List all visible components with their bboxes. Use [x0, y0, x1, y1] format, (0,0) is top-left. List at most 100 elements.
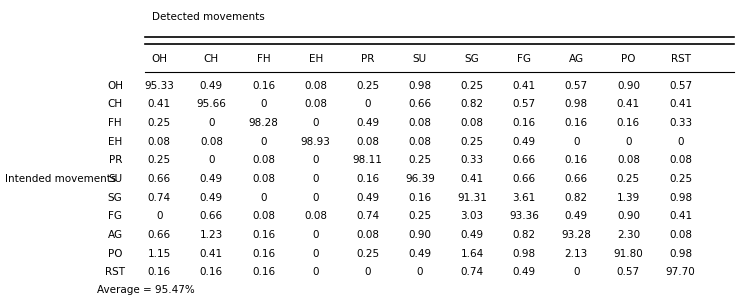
- Text: 0: 0: [260, 137, 267, 147]
- Text: SG: SG: [108, 193, 122, 203]
- Text: 95.66: 95.66: [197, 100, 226, 109]
- Text: 0: 0: [625, 137, 632, 147]
- Text: 98.11: 98.11: [353, 155, 383, 165]
- Text: RST: RST: [105, 267, 125, 277]
- Text: 0.16: 0.16: [565, 118, 588, 128]
- Text: 0.08: 0.08: [252, 174, 275, 184]
- Text: 0.66: 0.66: [408, 100, 431, 109]
- Text: 0.16: 0.16: [252, 81, 275, 91]
- Text: 0: 0: [208, 118, 214, 128]
- Text: 0.49: 0.49: [200, 174, 223, 184]
- Text: 2.13: 2.13: [565, 249, 588, 259]
- Text: 0.25: 0.25: [669, 174, 692, 184]
- Text: AG: AG: [108, 230, 123, 240]
- Text: 1.15: 1.15: [147, 249, 171, 259]
- Text: 0: 0: [312, 267, 319, 277]
- Text: 0.49: 0.49: [513, 137, 536, 147]
- Text: 91.31: 91.31: [457, 193, 487, 203]
- Text: 0: 0: [312, 249, 319, 259]
- Text: 0: 0: [365, 100, 371, 109]
- Text: 98.28: 98.28: [248, 118, 279, 128]
- Text: SU: SU: [108, 174, 122, 184]
- Text: 0.08: 0.08: [617, 155, 640, 165]
- Text: 0.25: 0.25: [461, 81, 483, 91]
- Text: Average = 95.47%: Average = 95.47%: [97, 285, 195, 295]
- Text: 0.66: 0.66: [513, 174, 536, 184]
- Text: 0.25: 0.25: [617, 174, 640, 184]
- Text: 0: 0: [416, 267, 423, 277]
- Text: 0.66: 0.66: [147, 174, 171, 184]
- Text: PR: PR: [361, 54, 374, 64]
- Text: 0.41: 0.41: [669, 211, 692, 222]
- Text: 1.39: 1.39: [617, 193, 640, 203]
- Text: CH: CH: [204, 54, 219, 64]
- Text: 0: 0: [156, 211, 162, 222]
- Text: 3.03: 3.03: [461, 211, 483, 222]
- Text: 0.08: 0.08: [252, 155, 275, 165]
- Text: 96.39: 96.39: [405, 174, 435, 184]
- Text: 0.25: 0.25: [147, 155, 171, 165]
- Text: 0.49: 0.49: [200, 193, 223, 203]
- Text: 0.98: 0.98: [513, 249, 536, 259]
- Text: CH: CH: [108, 100, 123, 109]
- Text: 0: 0: [365, 267, 371, 277]
- Text: 0.66: 0.66: [513, 155, 536, 165]
- Text: 0.25: 0.25: [147, 118, 171, 128]
- Text: FH: FH: [108, 118, 122, 128]
- Text: 0: 0: [260, 193, 267, 203]
- Text: 0.08: 0.08: [200, 137, 223, 147]
- Text: 93.28: 93.28: [562, 230, 591, 240]
- Text: 0.16: 0.16: [252, 230, 275, 240]
- Text: 0.41: 0.41: [513, 81, 536, 91]
- Text: SG: SG: [464, 54, 479, 64]
- Text: 0.08: 0.08: [669, 155, 692, 165]
- Text: EH: EH: [309, 54, 323, 64]
- Text: AG: AG: [569, 54, 584, 64]
- Text: 0.74: 0.74: [356, 211, 380, 222]
- Text: 0.66: 0.66: [147, 230, 171, 240]
- Text: 0.41: 0.41: [669, 100, 692, 109]
- Text: SU: SU: [413, 54, 427, 64]
- Text: 0.74: 0.74: [147, 193, 171, 203]
- Text: 0: 0: [208, 155, 214, 165]
- Text: 0.08: 0.08: [252, 211, 275, 222]
- Text: PO: PO: [621, 54, 636, 64]
- Text: 0.57: 0.57: [617, 267, 640, 277]
- Text: 0.57: 0.57: [565, 81, 588, 91]
- Text: 0.49: 0.49: [408, 249, 431, 259]
- Text: 0.25: 0.25: [408, 211, 431, 222]
- Text: OH: OH: [107, 81, 123, 91]
- Text: 0.49: 0.49: [461, 230, 483, 240]
- Text: 0.49: 0.49: [513, 267, 536, 277]
- Text: PO: PO: [108, 249, 122, 259]
- Text: 0.82: 0.82: [565, 193, 588, 203]
- Text: 0.49: 0.49: [565, 211, 588, 222]
- Text: Intended movements: Intended movements: [5, 174, 116, 184]
- Text: 0.41: 0.41: [200, 249, 223, 259]
- Text: 0.16: 0.16: [617, 118, 640, 128]
- Text: 0.25: 0.25: [356, 81, 380, 91]
- Text: 0.33: 0.33: [669, 118, 692, 128]
- Text: 0.41: 0.41: [617, 100, 640, 109]
- Text: 0: 0: [677, 137, 684, 147]
- Text: 0: 0: [260, 100, 267, 109]
- Text: 0.41: 0.41: [147, 100, 171, 109]
- Text: 0.08: 0.08: [304, 211, 327, 222]
- Text: 1.64: 1.64: [461, 249, 483, 259]
- Text: 0.08: 0.08: [669, 230, 692, 240]
- Text: 0: 0: [573, 137, 579, 147]
- Text: 0.49: 0.49: [356, 193, 380, 203]
- Text: 0.25: 0.25: [461, 137, 483, 147]
- Text: 0.16: 0.16: [408, 193, 431, 203]
- Text: 0: 0: [312, 118, 319, 128]
- Text: 0.08: 0.08: [408, 137, 431, 147]
- Text: 0.08: 0.08: [408, 118, 431, 128]
- Text: 0.08: 0.08: [356, 230, 380, 240]
- Text: 93.36: 93.36: [509, 211, 539, 222]
- Text: FG: FG: [108, 211, 122, 222]
- Text: PR: PR: [108, 155, 122, 165]
- Text: 0.98: 0.98: [565, 100, 588, 109]
- Text: 0.16: 0.16: [252, 267, 275, 277]
- Text: 0.90: 0.90: [617, 211, 640, 222]
- Text: 0.57: 0.57: [669, 81, 692, 91]
